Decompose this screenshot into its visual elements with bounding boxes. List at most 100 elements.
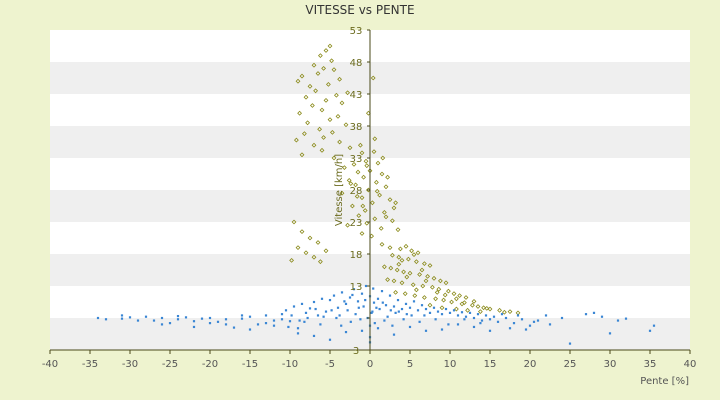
- data-point: [416, 309, 420, 312]
- data-point: [357, 306, 360, 309]
- data-point: [436, 286, 442, 292]
- data-point: [381, 209, 387, 215]
- data-point: [319, 323, 322, 326]
- data-point: [373, 322, 376, 325]
- data-point: [339, 100, 345, 106]
- data-point: [421, 295, 427, 300]
- data-point: [351, 161, 357, 167]
- data-point: [463, 318, 466, 321]
- data-point: [385, 174, 391, 180]
- data-point: [313, 88, 319, 94]
- data-point: [295, 245, 301, 251]
- data-point: [359, 318, 362, 321]
- y-tick-label: 38: [350, 122, 363, 133]
- data-point: [403, 243, 409, 249]
- data-point: [408, 325, 412, 329]
- data-point: [356, 213, 362, 219]
- data-point: [432, 306, 436, 309]
- data-point: [309, 103, 315, 108]
- data-point: [327, 117, 333, 123]
- data-point: [440, 328, 444, 331]
- data-point: [305, 120, 311, 126]
- data-point: [488, 318, 492, 321]
- data-point: [299, 152, 305, 158]
- data-point: [396, 254, 402, 260]
- data-point: [316, 314, 320, 317]
- data-point: [383, 184, 389, 190]
- x-tick-label: -35: [82, 359, 98, 370]
- data-point: [272, 319, 276, 322]
- data-point: [394, 311, 397, 314]
- data-point: [396, 298, 400, 302]
- data-point: [307, 83, 313, 89]
- data-point: [419, 267, 425, 273]
- data-point: [532, 320, 536, 323]
- data-point: [320, 297, 324, 300]
- data-point: [216, 320, 220, 323]
- data-point: [299, 73, 305, 79]
- data-point: [444, 307, 448, 311]
- data-point: [447, 323, 450, 326]
- x-tick-label: -25: [162, 359, 178, 370]
- data-point: [465, 307, 471, 313]
- chart-title: VITESSE vs PENTE: [305, 3, 414, 17]
- data-point: [364, 298, 367, 302]
- data-point: [303, 320, 306, 323]
- data-point: [354, 313, 357, 316]
- data-point: [303, 94, 309, 100]
- data-point: [413, 259, 419, 265]
- data-point: [319, 147, 325, 153]
- data-points: [96, 43, 656, 345]
- data-point: [299, 229, 305, 235]
- data-point: [475, 304, 481, 309]
- data-point: [120, 314, 124, 317]
- x-tick-label: -40: [42, 359, 58, 370]
- y-tick-label: 13: [350, 282, 363, 293]
- data-point: [423, 278, 429, 284]
- x-tick-label: 20: [524, 359, 537, 370]
- data-point: [297, 110, 303, 116]
- data-point: [208, 322, 212, 325]
- data-point: [515, 310, 521, 316]
- data-point: [289, 257, 295, 263]
- data-point: [548, 323, 552, 326]
- data-point: [360, 292, 364, 295]
- y-tick-labels: 3 13 18 23 28 33 38 43 48 53: [350, 26, 363, 357]
- data-point: [479, 322, 482, 325]
- data-point: [453, 296, 459, 302]
- data-point: [389, 309, 392, 312]
- data-point: [380, 155, 386, 161]
- x-tick-label: 0: [367, 359, 373, 370]
- data-point: [287, 325, 290, 329]
- data-point: [341, 165, 347, 171]
- data-point: [323, 248, 329, 254]
- data-point: [476, 313, 480, 316]
- data-point: [405, 256, 411, 262]
- data-point: [424, 307, 428, 311]
- data-point: [346, 177, 352, 183]
- data-point: [349, 320, 352, 323]
- y-axis-label: Vitesse [km/h]: [334, 154, 345, 226]
- data-point: [359, 150, 365, 156]
- data-point: [391, 324, 394, 327]
- data-point: [386, 315, 389, 318]
- data-point: [306, 316, 309, 320]
- data-point: [339, 190, 345, 196]
- data-point: [280, 318, 284, 321]
- data-point: [264, 322, 268, 325]
- data-point: [420, 304, 424, 307]
- data-point: [421, 261, 427, 267]
- data-point: [372, 216, 378, 222]
- data-point: [425, 273, 431, 279]
- data-point: [393, 200, 399, 206]
- data-point: [144, 315, 148, 318]
- data-point: [508, 327, 512, 330]
- data-point: [391, 205, 397, 211]
- data-point: [344, 330, 348, 334]
- data-point: [353, 182, 359, 188]
- data-point: [380, 290, 384, 293]
- data-point: [387, 245, 393, 251]
- data-point: [362, 305, 365, 308]
- data-point: [317, 53, 323, 59]
- data-point: [415, 250, 421, 256]
